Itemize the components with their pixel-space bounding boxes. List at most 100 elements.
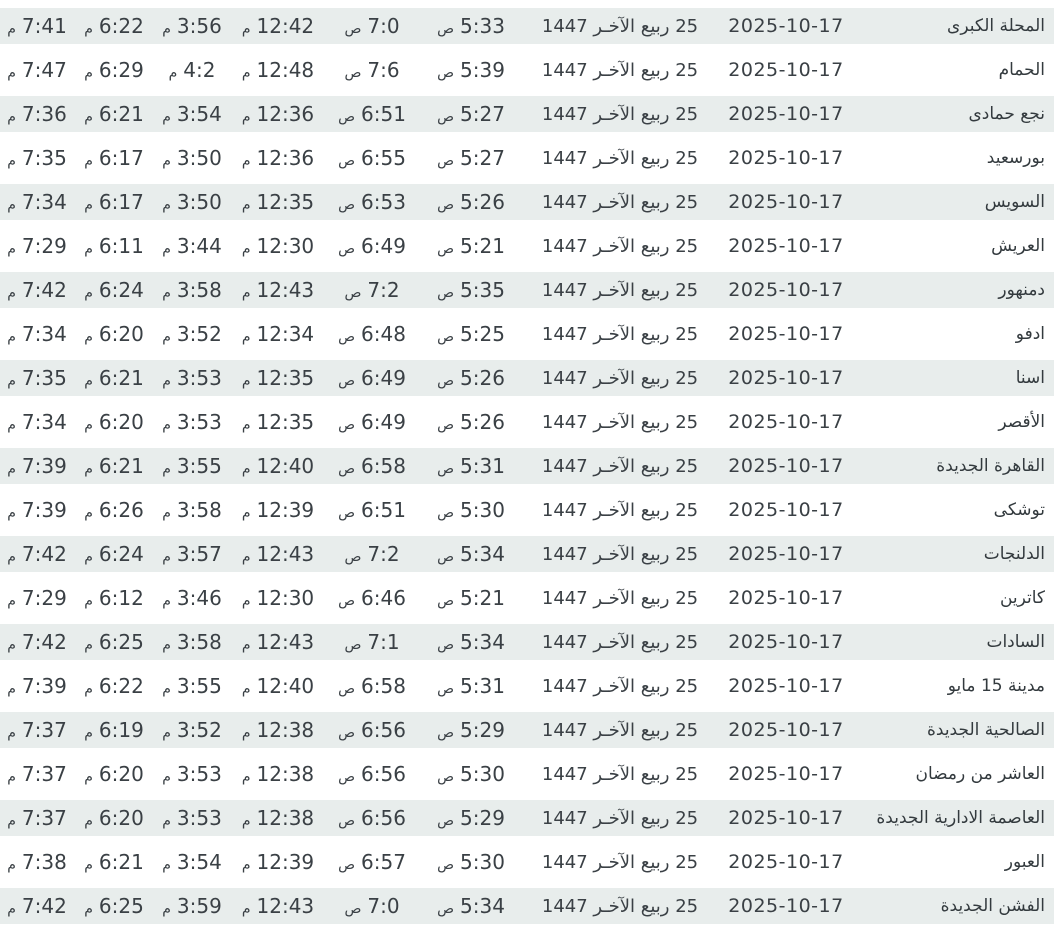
city-link[interactable]: مدينة 15 مايو [947,676,1045,696]
am-pm-marker: م [241,241,251,257]
table-row: العبور 2025-10-17 25 ربيع الآخـر 1447 5:… [0,844,1054,880]
city-link[interactable]: المحلة الكبرى [856,8,1054,44]
time-value: 6:17 [98,146,144,170]
time-value: 3:53 [176,410,222,434]
table-row: توشكى 2025-10-17 25 ربيع الآخـر 1447 5:3… [0,492,1054,528]
am-pm-marker: م [7,637,16,653]
gregorian-date: 2025-10-17 [716,360,856,396]
time-value: 6:26 [98,498,144,522]
time-value: 6:20 [98,410,144,434]
city-link[interactable]: كاترين [999,588,1045,608]
time-value: 5:26 [460,410,505,434]
time-value: 5:30 [460,498,505,522]
time-value: 3:55 [176,674,222,698]
isha-time: 7:34 م [0,404,74,440]
fajr-time: 5:29 ص [418,800,524,836]
hijri-date: 25 ربيع الآخـر 1447 [541,675,699,697]
am-pm-marker: م [162,813,171,829]
fajr-time: 5:39 ص [418,52,524,88]
table-row: السويس 2025-10-17 25 ربيع الآخـر 1447 5:… [0,184,1054,220]
sunrise-time: 6:56 ص [326,712,418,748]
am-pm-marker: م [84,637,93,653]
hijri-date: 25 ربيع الآخـر 1447 [524,624,716,660]
isha-time: 7:38 م [0,844,74,880]
isha-time: 7:39 م [0,668,74,704]
time-value: 7:39 [21,498,67,522]
city-link[interactable]: اسنا [856,360,1054,396]
city-link[interactable]: الحمام [998,60,1045,80]
city-link[interactable]: السادات [856,624,1054,660]
hijri-date: 25 ربيع الآخـر 1447 [524,712,716,748]
dhuhr-time: 12:40 م [230,448,326,484]
am-pm-marker: م [162,637,171,653]
asr-time: 3:53 م [154,756,230,792]
city-link[interactable]: الدلنجات [856,536,1054,572]
table-row: ادفو 2025-10-17 25 ربيع الآخـر 1447 5:25… [0,316,1054,352]
am-pm-marker: م [241,417,251,433]
am-pm-marker: م [7,65,16,81]
fajr-time: 5:34 ص [418,536,524,572]
city-link[interactable]: الصالحية الجديدة [856,712,1054,748]
am-pm-marker: ص [338,505,355,521]
city-link[interactable]: العاصمة الادارية الجديدة [856,800,1054,836]
city-link[interactable]: بورسعيد [986,148,1045,168]
time-value: 6:25 [98,630,144,654]
time-value: 12:36 [256,146,315,170]
dhuhr-time: 12:43 م [230,272,326,308]
time-value: 6:58 [361,454,406,478]
sunrise-time: 7:1 ص [326,624,418,660]
sunrise-time: 6:58 ص [326,668,418,704]
asr-time: 3:54 م [154,844,230,880]
city-link[interactable]: السويس [856,184,1054,220]
am-pm-marker: ص [437,285,454,301]
city-link[interactable]: القاهرة الجديدة [856,448,1054,484]
time-value: 6:11 [98,234,144,258]
am-pm-marker: ص [344,901,362,917]
isha-time: 7:34 م [0,316,74,352]
am-pm-marker: م [241,901,251,917]
hijri-date: 25 ربيع الآخـر 1447 [524,888,716,924]
time-value: 12:39 [256,498,315,522]
am-pm-marker: م [7,813,16,829]
isha-time: 7:39 م [0,492,74,528]
city-link[interactable]: العاشر من رمضان [915,764,1045,784]
gregorian-date: 2025-10-17 [716,184,856,220]
time-value: 7:34 [21,410,67,434]
time-value: 12:35 [256,410,315,434]
hijri-date: 25 ربيع الآخـر 1447 [524,8,716,44]
city-link[interactable]: نجع حمادى [856,96,1054,132]
am-pm-marker: ص [338,725,355,741]
isha-time: 7:37 م [0,756,74,792]
am-pm-marker: ص [338,769,355,785]
table-row: القاهرة الجديدة 2025-10-17 25 ربيع الآخـ… [0,448,1054,484]
time-value: 7:35 [21,366,67,390]
gregorian-date: 2025-10-17 [728,851,844,873]
time-value: 6:22 [98,14,144,38]
table-row: الدلنجات 2025-10-17 25 ربيع الآخـر 1447 … [0,536,1054,572]
city-link[interactable]: العريش [991,236,1045,256]
city-link[interactable]: دمنهور [856,272,1054,308]
am-pm-marker: م [241,505,251,521]
asr-time: 3:53 م [154,800,230,836]
dhuhr-time: 12:38 م [230,712,326,748]
time-value: 3:53 [176,806,222,830]
time-value: 7:34 [21,190,67,214]
time-value: 5:21 [460,586,505,610]
hijri-date: 25 ربيع الآخـر 1447 [541,587,699,609]
time-value: 5:31 [460,454,505,478]
maghrib-time: 6:24 م [74,536,154,572]
time-value: 7:36 [21,102,67,126]
maghrib-time: 6:17 م [74,140,154,176]
am-pm-marker: م [7,505,16,521]
city-link[interactable]: الفشن الجديدة [856,888,1054,924]
dhuhr-time: 12:35 م [230,360,326,396]
city-link[interactable]: العبور [1004,852,1045,872]
am-pm-marker: ص [437,901,454,917]
city-link[interactable]: الأقصر [998,412,1045,432]
am-pm-marker: م [84,241,93,257]
table-row: الأقصر 2025-10-17 25 ربيع الآخـر 1447 5:… [0,404,1054,440]
am-pm-marker: م [84,153,93,169]
city-link[interactable]: توشكى [993,500,1045,520]
city-link[interactable]: ادفو [1015,324,1045,344]
time-value: 5:27 [460,102,505,126]
